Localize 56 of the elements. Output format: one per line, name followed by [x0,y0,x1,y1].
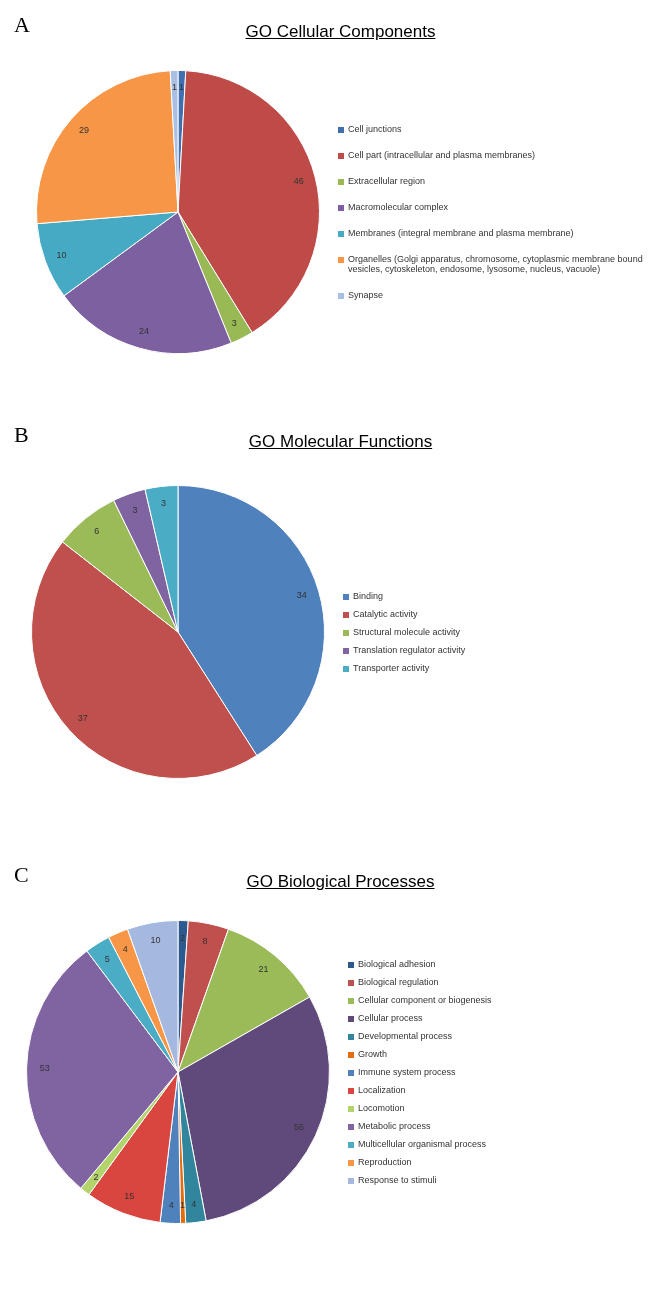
text: B [14,422,29,448]
data-label: 8 [202,935,208,946]
legend-label: Metabolic process [358,1121,431,1131]
legend-label: Structural molecule activity [353,627,461,637]
data-label: 24 [139,326,150,337]
legend-label: Developmental process [358,1031,453,1041]
data-label: 21 [258,964,269,975]
legend-label: Cell part (intracellular and plasma membranes) [348,150,536,160]
data-label: 3 [160,498,166,509]
legend-label: Biological regulation [358,977,439,987]
legend-label: Organelles (Golgi apparatus, chromosome, cytoplasmic membrane bound vesicles, cytoskeleton, endosome, lysosome, nucleus, vacuole) [348,254,644,274]
data-label: 1 [178,82,184,93]
legend-label: Catalytic activity [353,609,418,619]
data-label: 2 [180,933,186,944]
legend-label: Binding [353,591,384,601]
text: C [14,862,29,888]
legend-label: Synapse [348,290,384,300]
data-label: 10 [56,250,67,261]
legend-label: Macromolecular complex [348,202,449,212]
data-label: 1 [180,1199,186,1210]
legend-label: Growth [358,1049,388,1059]
data-label: 37 [77,713,88,724]
legend-label: Transporter activity [353,663,430,673]
legend-label: Locomotion [358,1103,405,1113]
legend-label: Cell junctions [348,124,402,134]
legend-label: Cellular component or biogenesis [358,995,492,1005]
data-label: 4 [122,944,128,955]
data-label: 4 [168,1199,174,1210]
data-label: 4 [191,1198,197,1209]
data-label: 29 [79,124,90,135]
data-label: 3 [132,504,138,515]
data-label: 34 [296,590,307,601]
data-label: 1 [172,82,178,93]
data-label: 2 [93,1171,99,1182]
data-label: 53 [39,1063,50,1074]
data-label: 10 [150,935,161,946]
legend-label: Biological adhesion [358,959,436,969]
legend-label: Membranes (integral membrane and plasma membrane) [348,228,574,238]
data-label: 56 [294,1122,305,1133]
data-label: 46 [293,175,304,186]
data-label: 6 [94,526,100,537]
chart-title: GO Molecular Functions [248,432,433,451]
data-label: 15 [124,1190,135,1201]
text: A [14,12,30,38]
legend-label: Translation regulator activity [353,645,466,655]
data-label: 5 [104,953,110,964]
chart-title: GO Cellular Components [245,22,436,41]
chart-title: GO Biological Processes [246,872,435,891]
legend-label: Cellular process [358,1013,423,1023]
legend-label: Multicellular organismal process [358,1139,487,1149]
legend-label: Reproduction [358,1157,412,1167]
legend-label: Response to stimuli [358,1175,437,1185]
legend-label: Localization [358,1085,406,1095]
legend-label: Extracellular region [348,176,426,186]
legend-label: Immune system process [358,1067,456,1077]
data-label: 3 [231,317,237,328]
